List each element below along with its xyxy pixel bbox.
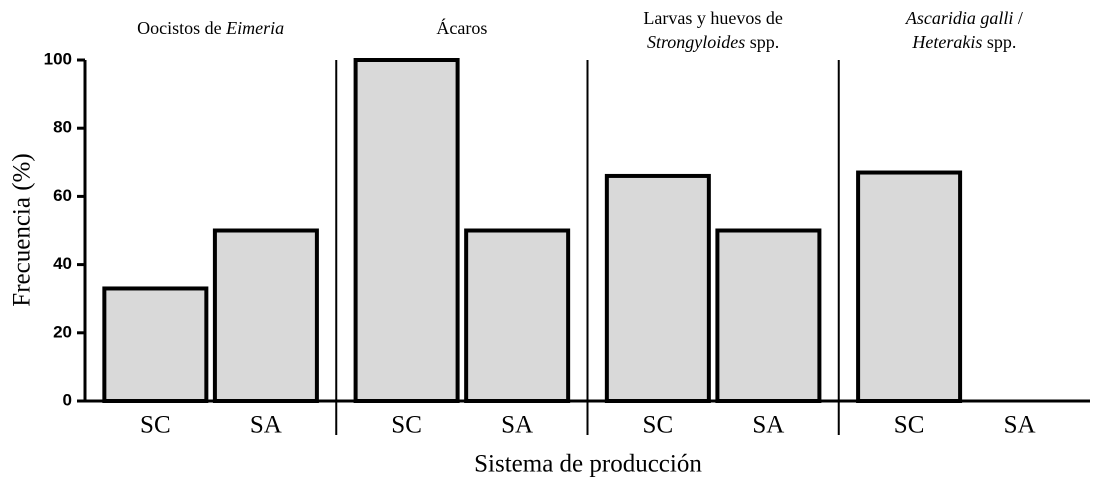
panel-title: Oocistos de Eimeria [137, 18, 284, 38]
panel-title: Ascaridia galli / [905, 8, 1023, 28]
x-tick-label: SC [643, 412, 674, 439]
x-tick-label: SA [501, 412, 533, 439]
x-axis-label: Sistema de producción [474, 451, 702, 478]
y-tick-label: 60 [53, 186, 72, 205]
bar [102, 286, 209, 403]
x-tick-label: SC [140, 412, 171, 439]
x-tick-label: SA [250, 412, 282, 439]
panel-title-part: Heterakis [911, 32, 982, 52]
y-tick-label: 40 [53, 254, 72, 273]
bar [604, 173, 711, 403]
x-tick-label: SA [1004, 412, 1036, 439]
panel-title-part: spp. [745, 32, 779, 52]
x-tick-label: SA [752, 412, 784, 439]
y-tick-label: 100 [44, 49, 72, 68]
panel-title-part: Larvas y huevos de [643, 8, 782, 28]
panel-title-part: Eimeria [225, 18, 284, 38]
x-tick-label: SC [391, 412, 422, 439]
panel-title-part: Strongyloides [647, 32, 745, 52]
panel-title-part: / [1013, 8, 1023, 28]
x-tick-label: SC [894, 412, 925, 439]
bar [464, 228, 571, 403]
y-axis-label: Frecuencia (%) [9, 153, 36, 306]
panel-title-part: Ácaros [436, 17, 487, 38]
y-tick-label: 0 [63, 390, 72, 409]
panel-title: Heterakis spp. [911, 32, 1016, 52]
y-tick-label: 20 [53, 322, 72, 341]
panel-title-part: Ascaridia galli [905, 8, 1014, 28]
panel-title-part: Oocistos de [137, 18, 226, 38]
bar [715, 228, 822, 403]
bar [856, 170, 963, 403]
panel-title-part: spp. [982, 32, 1016, 52]
panel-title: Ácaros [436, 17, 487, 38]
panel-title: Strongyloides spp. [647, 32, 779, 52]
panel-title: Larvas y huevos de [643, 8, 782, 28]
y-tick-label: 80 [53, 118, 72, 137]
bar [212, 228, 319, 403]
bar [353, 58, 460, 403]
